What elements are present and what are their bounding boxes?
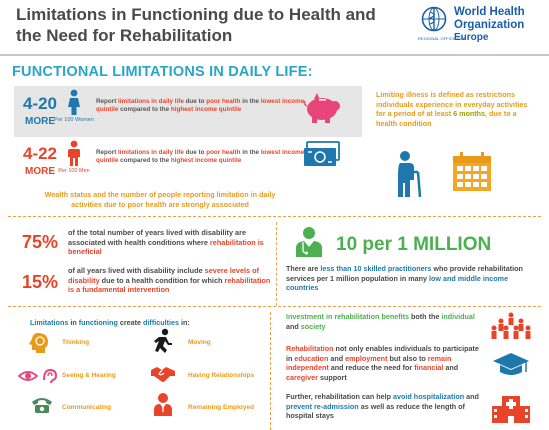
stat-75-text: of the total number of years lived with … <box>68 228 264 257</box>
eye-ear-icon <box>18 368 58 384</box>
difficulty-communicating: Communicating <box>62 404 112 411</box>
telephone-icon <box>32 398 52 413</box>
divider-1 <box>8 216 541 217</box>
who-logo: World Health Organization REGIONAL OFFIC… <box>418 6 548 44</box>
further-text: Further, rehabilitation can help avoid h… <box>286 392 479 421</box>
head-thinking-icon <box>29 333 48 353</box>
limiting-illness-definition: Limiting illness is defined as restricti… <box>376 90 528 128</box>
hospital-building-icon <box>492 396 530 423</box>
man-icon <box>68 140 80 166</box>
woman-icon <box>68 89 80 115</box>
page-title: Limitations in Functioning due to Health… <box>16 5 376 45</box>
limitations-heading: Limitations in functioning create diffic… <box>30 318 190 327</box>
men-per: Per 100 Men <box>58 168 90 174</box>
difficulty-seeing-hearing: Seeing & Hearing <box>62 372 116 379</box>
women-more: MORE <box>25 116 55 127</box>
investment-text: Investment in rehabilitation benefits bo… <box>286 312 475 331</box>
difficulty-relationships: Having Relationships <box>188 372 255 379</box>
practitioner-icon <box>296 227 322 257</box>
women-per: Per 100 Women <box>54 117 94 123</box>
practitioners-text: There are less than 10 skilled practitio… <box>286 264 523 293</box>
difficulty-moving: Moving <box>188 339 211 346</box>
difficulty-employed: Remaining Employed <box>188 404 255 411</box>
employee-icon <box>154 393 172 416</box>
who-regional-office: REGIONAL OFFICE FOR <box>418 36 466 41</box>
men-range: 4-22 <box>22 144 58 163</box>
divider-vertical-2 <box>270 312 271 430</box>
header-divider <box>0 54 549 56</box>
stat-75-percent: 75% <box>22 232 59 252</box>
divider-2 <box>8 306 541 307</box>
money-bills-icon <box>304 141 340 166</box>
elderly-person-icon <box>398 151 422 198</box>
who-name: World Health Organization <box>454 6 525 31</box>
who-europe: Europe <box>454 32 489 43</box>
women-range: 4-20 <box>22 94 58 113</box>
divider-vertical-1 <box>276 222 277 306</box>
graduation-cap-icon <box>493 353 529 375</box>
wealth-statement: Wealth status and the number of people r… <box>44 190 276 209</box>
ten-per-million: 10 per 1 MILLION <box>336 234 492 255</box>
who-emblem-icon <box>421 6 447 32</box>
handshake-icon <box>151 367 175 382</box>
stat-15-text: of all years lived with disability inclu… <box>68 266 271 295</box>
women-report-text: Report limitations in daily life due to … <box>96 98 305 114</box>
stat-15-percent: 15% <box>22 272 59 292</box>
men-report-text: Report limitations in daily life due to … <box>96 149 305 165</box>
section-title: FUNCTIONAL LIMITATIONS IN DAILY LIFE: <box>12 64 313 80</box>
calendar-icon <box>453 152 491 191</box>
men-more: MORE <box>25 166 55 177</box>
piggy-bank-icon <box>303 93 340 123</box>
society-people-icon <box>491 312 531 339</box>
difficulty-thinking: Thinking <box>62 339 90 346</box>
moving-person-icon <box>154 328 172 353</box>
rehabilitation-text: Rehabilitation not only enables individu… <box>286 344 479 382</box>
